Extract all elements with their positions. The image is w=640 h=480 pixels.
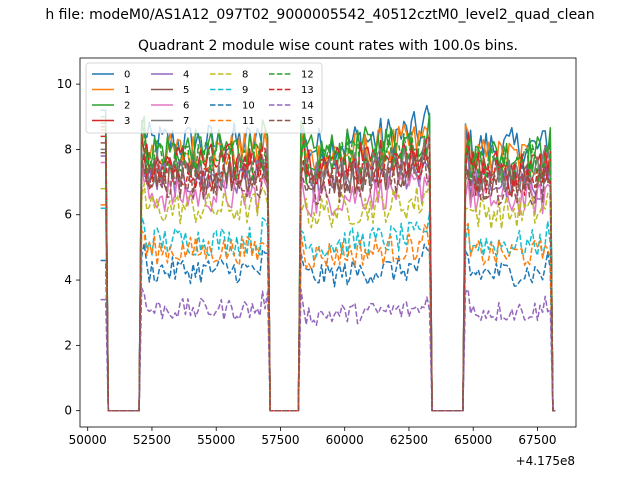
series-line-14 bbox=[100, 287, 556, 412]
legend-label-1: 1 bbox=[124, 85, 130, 96]
series-line-8 bbox=[100, 182, 556, 412]
series-line-11 bbox=[100, 204, 556, 412]
legend-label-10: 10 bbox=[242, 101, 255, 112]
plot-lines bbox=[100, 104, 556, 412]
legend-label-6: 6 bbox=[183, 101, 189, 112]
y-tick-label: 2 bbox=[64, 338, 72, 352]
legend-label-5: 5 bbox=[183, 85, 189, 96]
series-line-12 bbox=[100, 122, 556, 412]
x-tick-label: 55000 bbox=[197, 433, 235, 447]
y-tick-label: 0 bbox=[64, 404, 72, 418]
chart-title: Quadrant 2 module wise count rates with … bbox=[138, 38, 518, 54]
series-line-13 bbox=[100, 135, 556, 412]
series-line-6 bbox=[100, 161, 556, 412]
x-axis-offset-label: +4.175e8 bbox=[516, 454, 575, 468]
x-tick-label: 50000 bbox=[69, 433, 107, 447]
x-tick-label: 52500 bbox=[133, 433, 171, 447]
y-tick-label: 4 bbox=[64, 273, 72, 287]
y-axis: 0 2 4 6 8 10 bbox=[57, 77, 80, 418]
legend-label-12: 12 bbox=[301, 70, 314, 81]
legend-label-4: 4 bbox=[183, 70, 189, 81]
legend-label-9: 9 bbox=[242, 85, 248, 96]
legend-label-11: 11 bbox=[242, 116, 255, 127]
legend-label-3: 3 bbox=[124, 116, 130, 127]
y-tick-label: 6 bbox=[64, 208, 72, 222]
plot-frame bbox=[79, 57, 577, 428]
legend-label-7: 7 bbox=[183, 116, 189, 127]
legend-label-0: 0 bbox=[124, 70, 130, 81]
legend-label-2: 2 bbox=[124, 101, 130, 112]
x-tick-label: 57500 bbox=[261, 433, 299, 447]
legend-box bbox=[85, 62, 323, 134]
axes-frame bbox=[79, 57, 577, 428]
series-line-10 bbox=[100, 242, 556, 412]
series-line-15 bbox=[100, 142, 556, 412]
x-tick-label: 60000 bbox=[326, 433, 364, 447]
x-axis: 50000 52500 55000 57500 60000 62500 65000 67500 bbox=[69, 427, 557, 447]
x-tick-label: 62500 bbox=[390, 433, 428, 447]
legend-label-14: 14 bbox=[301, 101, 314, 112]
x-tick-label: 67500 bbox=[518, 433, 556, 447]
series-line-9 bbox=[100, 207, 556, 412]
y-tick-label: 10 bbox=[57, 77, 72, 91]
legend-label-15: 15 bbox=[301, 116, 314, 127]
figure-suptitle: h file: modeM0/AS1A12_097T02_9000005542_… bbox=[45, 7, 594, 23]
legend-label-13: 13 bbox=[301, 85, 314, 96]
x-tick-label: 65000 bbox=[454, 433, 492, 447]
series-line-1 bbox=[100, 123, 556, 412]
legend-label-8: 8 bbox=[242, 70, 248, 81]
y-tick-label: 8 bbox=[64, 142, 72, 156]
